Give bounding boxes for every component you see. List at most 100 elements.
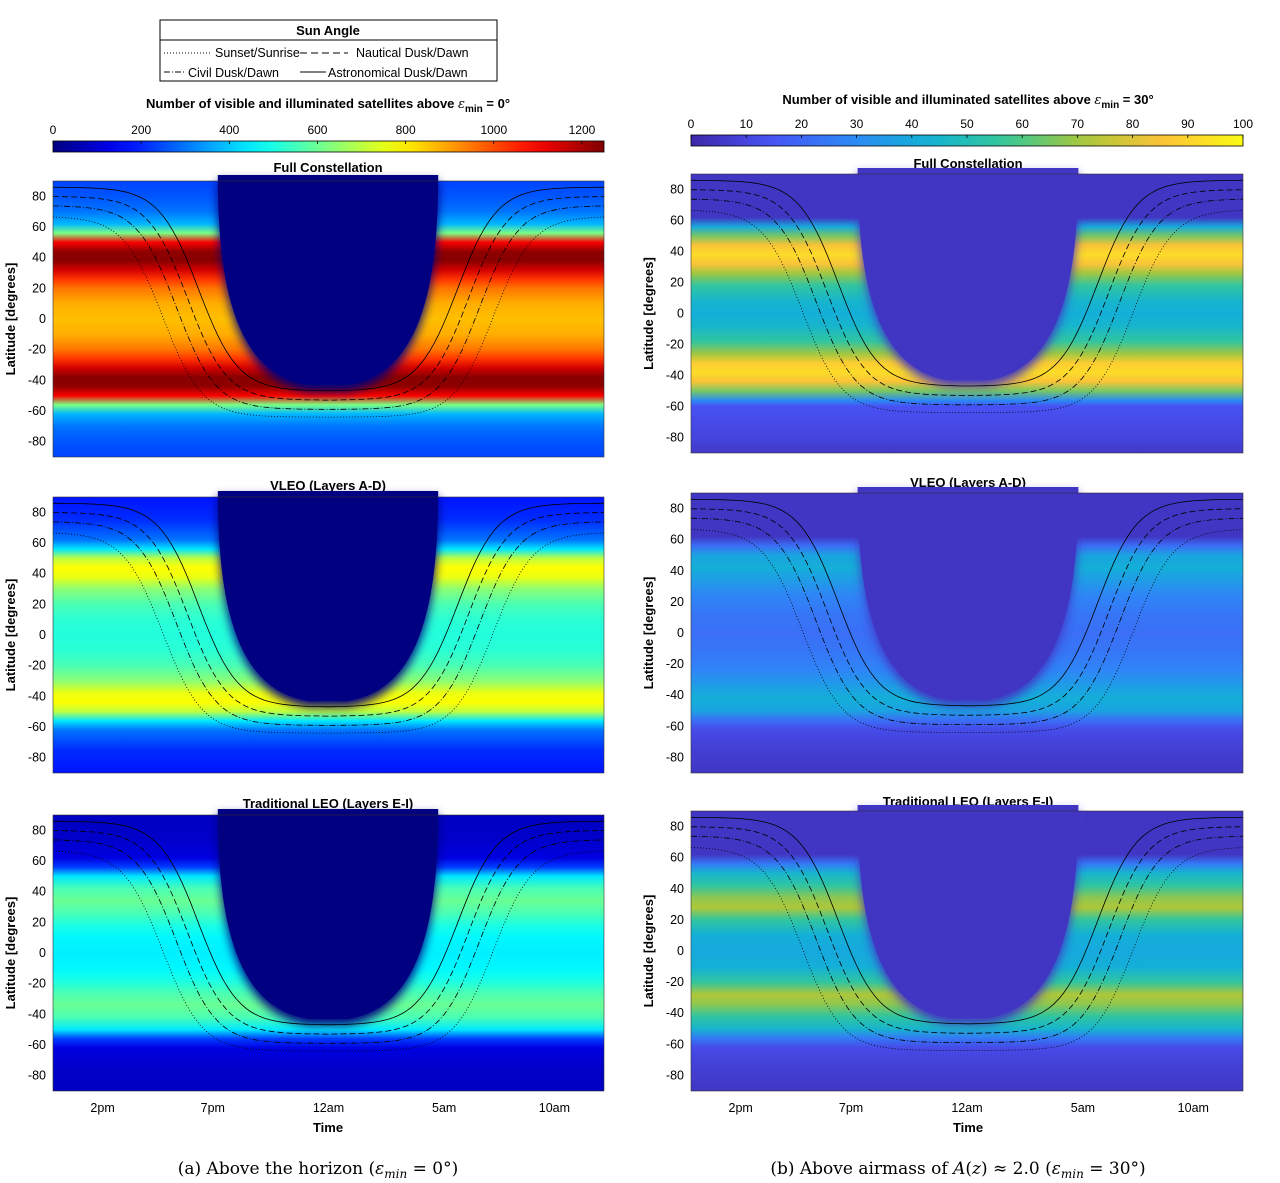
colorbar-tick-label: 60 xyxy=(1016,117,1030,131)
astronomical-curve xyxy=(690,498,1243,707)
colorbar-tick-label: 1200 xyxy=(569,123,596,137)
earth-shadow-core xyxy=(857,805,1079,1019)
y-tick-label: -40 xyxy=(28,689,46,703)
sunset-curve xyxy=(690,847,1244,1051)
y-axis-label: Latitude [degrees] xyxy=(3,263,18,376)
colorbar-tick-label: 800 xyxy=(396,123,416,137)
colorbar-tick-label: 70 xyxy=(1071,117,1085,131)
legend-label-sunset: Sunset/Sunrise xyxy=(215,46,300,60)
y-tick-label: -60 xyxy=(28,720,46,734)
x-tick-label: 7pm xyxy=(201,1101,225,1115)
y-tick-label: 0 xyxy=(39,946,46,960)
y-tick-label: 80 xyxy=(32,505,46,519)
sunset-curve xyxy=(52,216,605,418)
y-tick-label: 20 xyxy=(32,597,46,611)
y-tick-label: 0 xyxy=(677,944,684,958)
axes-frame xyxy=(52,496,605,774)
x-tick-label: 5am xyxy=(1071,1101,1095,1115)
sunset-curve xyxy=(52,850,605,1052)
y-tick-label: -20 xyxy=(28,343,46,357)
subplot-title-a1: Full Constellation xyxy=(273,160,382,175)
y-tick-label: 40 xyxy=(32,885,46,899)
colorbar-tick-label: 20 xyxy=(795,117,809,131)
y-tick-label: -40 xyxy=(28,373,46,387)
heatmap-panel: 80 60 40 20 0 -20 -40 -60 -80 Latitude [degrees] xyxy=(3,491,605,774)
y-tick-label: 80 xyxy=(32,189,46,203)
earth-shadow-core xyxy=(217,491,439,702)
colorbar-title-a: Number of visible and illuminated satell… xyxy=(146,96,510,115)
y-tick-label: 20 xyxy=(670,913,684,927)
y-tick-label: 40 xyxy=(670,564,684,578)
y-tick-label: 0 xyxy=(677,307,684,321)
y-tick-label: 80 xyxy=(670,820,684,834)
y-tick-label: -40 xyxy=(28,1007,46,1021)
y-tick-label: -20 xyxy=(28,659,46,673)
y-tick-label: 40 xyxy=(670,882,684,896)
colorbar-tick-label: 400 xyxy=(219,123,239,137)
y-tick-label: -60 xyxy=(666,400,684,414)
y-tick-label: -60 xyxy=(28,1038,46,1052)
colorbar-title-b: Number of visible and illuminated satell… xyxy=(782,92,1153,111)
x-tick-label: 10am xyxy=(1178,1101,1209,1115)
heatmap-panel: 80 60 40 20 0 -20 -40 -60 -80 Latitude [degrees] 2… xyxy=(641,805,1244,1115)
civil-curve xyxy=(690,517,1244,726)
colorbar-b: 0 10 20 30 40 50 60 70 80 90 100 xyxy=(688,117,1253,147)
nautical-curve xyxy=(690,189,1244,396)
subplot-title-a3: Traditional LEO (Layers E-I) xyxy=(243,796,413,811)
colorbar-tick-label: 30 xyxy=(850,117,864,131)
subplot-title-a2: VLEO (Layers A-D) xyxy=(270,478,386,493)
civil-curve xyxy=(52,205,605,410)
x-tick-label: 12am xyxy=(313,1101,344,1115)
colorbar-tick-label: 100 xyxy=(1233,117,1253,131)
y-tick-label: 0 xyxy=(39,312,46,326)
axes-frame xyxy=(52,814,605,1092)
legend-title: Sun Angle xyxy=(296,23,360,38)
y-tick-label: 60 xyxy=(32,854,46,868)
caption-a: (a) Above the horizon (εmin = 0°) xyxy=(178,1159,459,1181)
earth-shadow-core xyxy=(857,487,1079,701)
legend-label-nautical: Nautical Dusk/Dawn xyxy=(356,46,469,60)
caption-b: (b) Above airmass of A(z) ≈ 2.0 (εmin = … xyxy=(770,1159,1145,1181)
colorbar-tick-label: 0 xyxy=(50,123,57,137)
y-tick-label: 0 xyxy=(39,628,46,642)
astronomical-curve xyxy=(691,179,1244,387)
y-axis-label: Latitude [degrees] xyxy=(3,897,18,1010)
civil-curve xyxy=(52,521,605,726)
y-tick-label: -80 xyxy=(28,751,46,765)
y-tick-label: 20 xyxy=(670,276,684,290)
x-tick-label: 5am xyxy=(432,1101,456,1115)
colorbar-tick-label: 600 xyxy=(307,123,327,137)
colorbar-tick-label: 1000 xyxy=(480,123,507,137)
y-tick-label: -20 xyxy=(28,977,46,991)
y-tick-label: 80 xyxy=(670,502,684,516)
colorbar-a: 0 200 400 600 800 1000 1200 xyxy=(50,123,605,153)
y-tick-label: -80 xyxy=(666,431,684,445)
heatmap-panel: 80 60 40 20 0 -20 -40 -60 -80 Latitude [degrees] 2… xyxy=(3,809,605,1115)
axes-frame xyxy=(690,492,1244,774)
y-tick-label: 60 xyxy=(670,533,684,547)
y-tick-label: 40 xyxy=(32,251,46,265)
y-tick-label: 20 xyxy=(670,595,684,609)
colorbar-tick-label: 200 xyxy=(131,123,151,137)
axes-frame xyxy=(52,180,605,458)
y-tick-label: -80 xyxy=(28,1069,46,1083)
civil-curve xyxy=(690,835,1244,1044)
y-tick-label: 60 xyxy=(32,536,46,550)
subplot-title-b2: VLEO (Layers A-D) xyxy=(910,475,1026,490)
heatmap-panel: 80 60 40 20 0 -20 -40 -60 -80 Latitude [degrees] xyxy=(641,487,1244,774)
earth-shadow-core xyxy=(857,168,1079,381)
colorbar-tick-label: 0 xyxy=(688,117,695,131)
axes-frame xyxy=(690,810,1244,1092)
axes-frame xyxy=(690,173,1244,454)
y-tick-label: -20 xyxy=(666,338,684,352)
subplot-title-b1: Full Constellation xyxy=(913,156,1022,171)
colorbar-tick-label: 50 xyxy=(960,117,974,131)
y-tick-label: -60 xyxy=(666,1037,684,1051)
heatmap-panels: 80 60 40 20 0 -20 -40 -60 -80 Latitude [degrees] 8… xyxy=(3,168,1244,1115)
y-tick-label: -40 xyxy=(666,369,684,383)
xlabel-a: Time xyxy=(313,1120,343,1135)
colorbar-tick-label: 80 xyxy=(1126,117,1140,131)
heatmap-panel: 80 60 40 20 0 -20 -40 -60 -80 Latitude [degrees] xyxy=(3,175,605,458)
y-tick-label: -80 xyxy=(666,1068,684,1082)
